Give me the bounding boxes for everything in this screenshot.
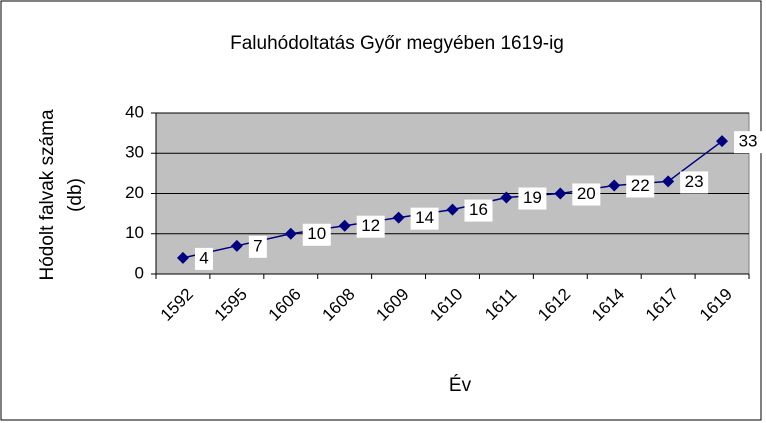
marker <box>662 175 675 188</box>
data-label-box <box>680 171 709 194</box>
data-label-box <box>356 215 385 238</box>
marker <box>338 219 351 232</box>
data-label-box <box>572 183 601 206</box>
y-axis-title: Hódolt falvak száma <box>37 109 58 281</box>
data-label: 7 <box>253 236 262 255</box>
chart-title: Faluhódoltatás Győr megyében 1619-ig <box>230 33 564 54</box>
data-label-box <box>410 207 439 230</box>
marker <box>392 211 405 224</box>
data-label-box <box>734 131 763 154</box>
data-label-box <box>194 247 213 270</box>
data-label: 10 <box>307 224 326 243</box>
marker <box>176 251 189 264</box>
data-label: 16 <box>469 200 488 219</box>
data-label: 19 <box>523 188 542 207</box>
marker <box>716 135 729 148</box>
y-tick-label: 20 <box>125 183 144 202</box>
y-axis-title: (db) <box>65 178 86 212</box>
x-axis-title: Év <box>449 375 472 396</box>
data-label: 14 <box>415 208 434 227</box>
y-tick-label: 0 <box>135 263 144 282</box>
data-label-box <box>626 175 655 198</box>
data-label: 23 <box>685 172 704 191</box>
marker <box>500 191 513 204</box>
data-label: 4 <box>199 248 208 267</box>
y-tick-label: 40 <box>125 102 144 121</box>
data-label: 33 <box>739 132 758 151</box>
data-label: 12 <box>361 216 380 235</box>
marker <box>230 239 243 252</box>
y-tick-label: 10 <box>125 223 144 242</box>
data-label-box <box>464 199 493 222</box>
marker <box>284 227 297 240</box>
data-label-box <box>302 223 331 246</box>
data-label: 20 <box>577 184 596 203</box>
data-label-box <box>248 235 267 258</box>
data-label-box <box>518 187 547 210</box>
marker <box>554 187 567 200</box>
y-tick-label: 30 <box>125 143 144 162</box>
marker <box>608 179 621 192</box>
marker <box>446 203 459 216</box>
data-label: 22 <box>631 176 650 195</box>
